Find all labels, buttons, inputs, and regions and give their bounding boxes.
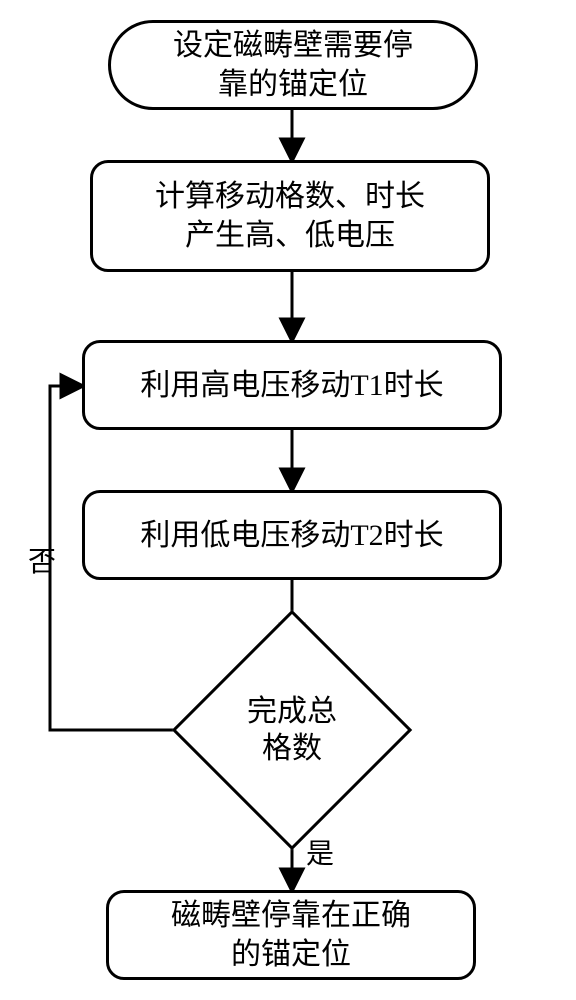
node-start-text: 设定磁畴壁需要停 靠的锚定位 xyxy=(173,26,413,104)
node-calc: 计算移动格数、时长 产生高、低电压 xyxy=(90,160,490,272)
node-low-voltage: 利用低电压移动T2时长 xyxy=(82,490,502,580)
label-yes: 是 xyxy=(306,832,334,872)
node-end: 磁畴壁停靠在正确 的锚定位 xyxy=(106,890,476,980)
node-decision-text: 完成总 格数 xyxy=(207,645,377,815)
node-decision: 完成总 格数 xyxy=(207,645,377,815)
node-high-voltage: 利用高电压移动T1时长 xyxy=(82,340,502,430)
node-end-text: 磁畴壁停靠在正确 的锚定位 xyxy=(171,896,411,974)
label-no: 否 xyxy=(28,540,56,580)
node-start: 设定磁畴壁需要停 靠的锚定位 xyxy=(108,20,478,110)
node-calc-text: 计算移动格数、时长 产生高、低电压 xyxy=(155,177,425,255)
node-high-voltage-text: 利用高电压移动T1时长 xyxy=(140,366,443,405)
flowchart-container: 设定磁畴壁需要停 靠的锚定位 计算移动格数、时长 产生高、低电压 利用高电压移动… xyxy=(0,0,576,1000)
node-low-voltage-text: 利用低电压移动T2时长 xyxy=(140,516,443,555)
